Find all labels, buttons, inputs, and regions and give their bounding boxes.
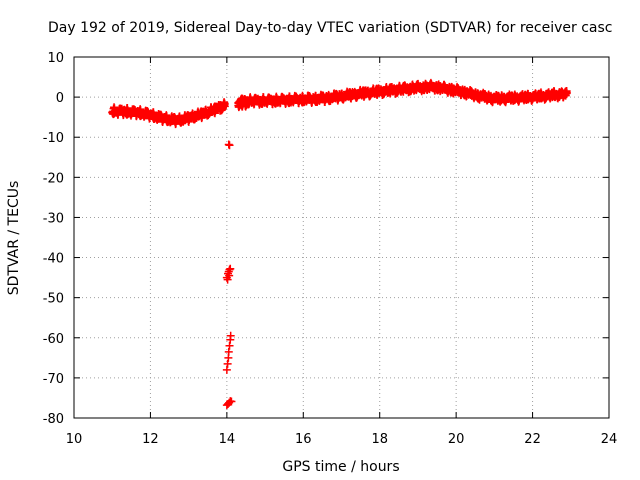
plot-frame xyxy=(73,56,610,419)
y-tick-label: -10 xyxy=(43,131,64,146)
y-tick-label: -20 xyxy=(43,171,64,186)
x-axis-label: GPS time / hours xyxy=(282,459,399,475)
data-point xyxy=(224,347,233,356)
chart-title: Day 192 of 2019, Sidereal Day-to-day VTE… xyxy=(48,20,612,36)
x-tick-label: 20 xyxy=(448,432,465,447)
y-tick-label: -50 xyxy=(43,292,64,307)
data-point xyxy=(562,89,571,98)
data-point xyxy=(225,141,234,150)
y-tick-label: -80 xyxy=(43,412,64,427)
x-tick-label: 10 xyxy=(66,432,83,447)
data-point xyxy=(225,271,234,280)
data-point xyxy=(224,140,233,149)
x-tick-label: 14 xyxy=(219,432,236,447)
data-point xyxy=(226,331,235,340)
y-tick-label: -70 xyxy=(43,372,64,387)
data-point xyxy=(223,359,232,368)
data-point xyxy=(222,365,231,374)
data-point xyxy=(225,341,234,350)
y-axis-label: SDTVAR / TECUs xyxy=(6,181,22,296)
y-tick-label: 0 xyxy=(56,91,64,106)
data-point xyxy=(243,96,252,105)
y-tick-label: -30 xyxy=(43,211,64,226)
data-points xyxy=(108,78,571,410)
data-point xyxy=(220,100,229,109)
x-tick-label: 24 xyxy=(601,432,618,447)
x-tick-label: 18 xyxy=(371,432,388,447)
axis-ticks: 10 12 14 16 18 20 22 24 10 0 -10 -20 -30 -40 -50 -60 -70… xyxy=(43,51,618,447)
y-tick-label: -40 xyxy=(43,252,64,267)
x-tick-label: 22 xyxy=(524,432,541,447)
data-point xyxy=(226,264,235,273)
x-tick-label: 12 xyxy=(142,432,159,447)
y-tick-label: 10 xyxy=(47,51,64,66)
grid-lines xyxy=(74,57,609,418)
x-tick-label: 16 xyxy=(295,432,312,447)
y-tick-label: -60 xyxy=(43,332,64,347)
data-point xyxy=(223,275,232,284)
data-point xyxy=(227,397,236,406)
